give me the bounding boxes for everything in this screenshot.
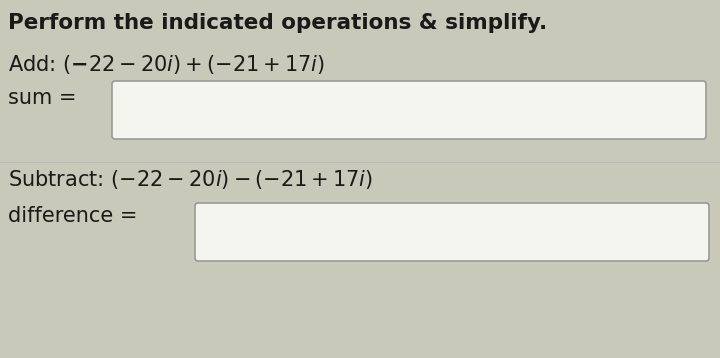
FancyBboxPatch shape [195, 203, 709, 261]
Text: Add: $(\mathbf{-}22-20i)+(-21+17i)$: Add: $(\mathbf{-}22-20i)+(-21+17i)$ [8, 53, 325, 76]
Text: difference =: difference = [8, 206, 138, 226]
FancyBboxPatch shape [112, 81, 706, 139]
Text: Subtract: $(-22-20i)-(-21+17i)$: Subtract: $(-22-20i)-(-21+17i)$ [8, 168, 373, 191]
Text: sum =: sum = [8, 88, 76, 108]
Text: Perform the indicated operations & simplify.: Perform the indicated operations & simpl… [8, 13, 547, 33]
